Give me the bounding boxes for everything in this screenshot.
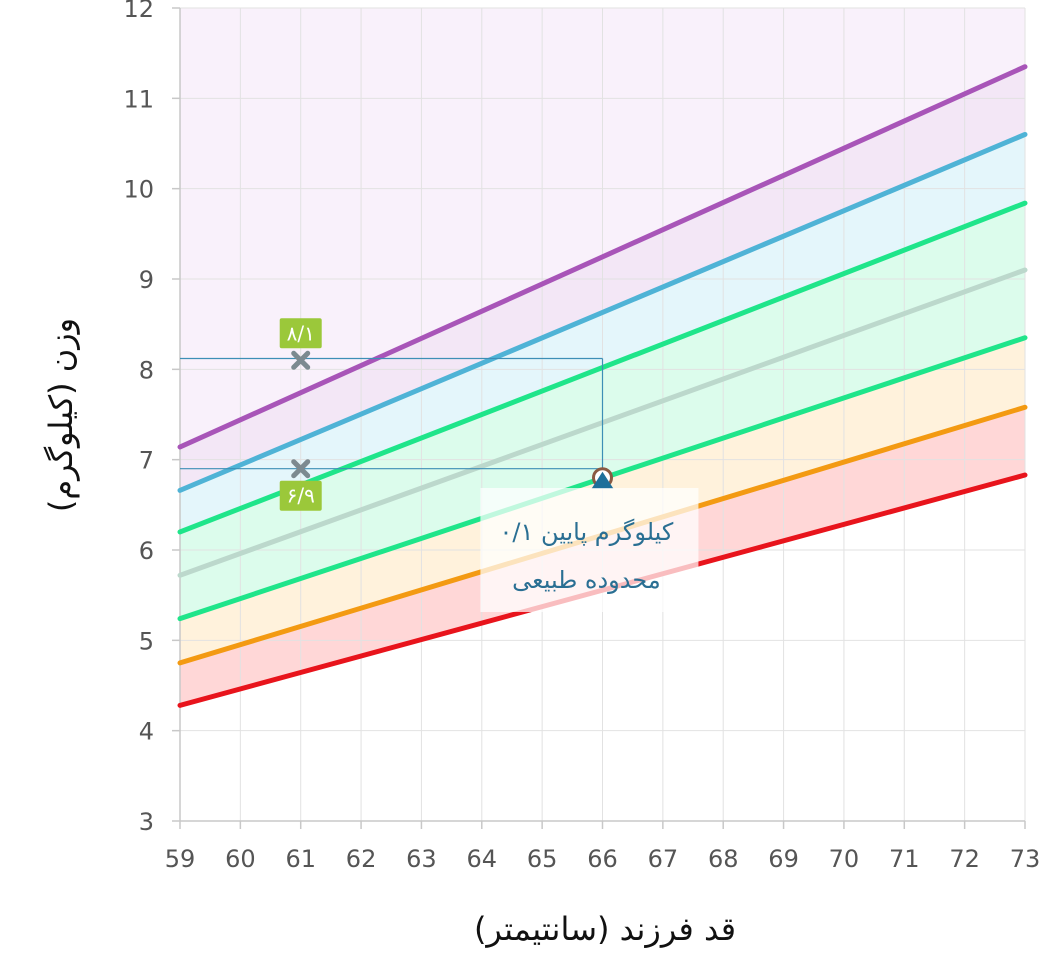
- value-tag-1: [279, 480, 322, 511]
- x-tick-label: 67: [648, 845, 679, 873]
- x-tick-label: 69: [768, 845, 799, 873]
- y-tick-label: 11: [123, 85, 154, 113]
- y-tick-label: 9: [139, 266, 154, 294]
- x-tick-label: 62: [346, 845, 377, 873]
- percentile-line-6: [177, 64, 1028, 450]
- x-tick-label: 65: [527, 845, 558, 873]
- x-tick-label: 66: [587, 845, 618, 873]
- cross-marker-0: [291, 350, 311, 370]
- y-tick-label: 10: [123, 176, 154, 204]
- x-tick-label: 63: [406, 845, 437, 873]
- child-point-triangle: [591, 471, 614, 489]
- x-tick-label: 59: [165, 845, 196, 873]
- value-tag-label-1: ۶/۹: [287, 484, 315, 508]
- chart-annotation: ۰/۱ کیلوگرم پایین محدوده طبیعی: [480, 488, 699, 612]
- value-tag-label-0: ۸/۱: [287, 321, 315, 345]
- reference-lines: [180, 357, 604, 470]
- cross-marker-1: [291, 459, 311, 479]
- x-tick-label: 71: [889, 845, 920, 873]
- chart-markers: ۸/۱ ۶/۹: [279, 318, 614, 511]
- value-tag-0: [279, 318, 322, 349]
- axis-ticks: 59 60 61 62 63 64 65 66 67 68 69 70 71 72 733456789101…: [123, 0, 1040, 873]
- x-tick-label: 60: [225, 845, 256, 873]
- annotation-line-0: ۰/۱ کیلوگرم پایین: [499, 518, 673, 546]
- x-tick-label: 72: [949, 845, 980, 873]
- annotation-box: [480, 488, 699, 612]
- x-axis-title: قد فرزند (سانتیمتر): [474, 910, 736, 948]
- y-tick-label: 3: [139, 808, 154, 836]
- annotation-line-1: محدوده طبیعی: [512, 566, 661, 594]
- x-tick-label: 70: [829, 845, 860, 873]
- percentile-line-5: [177, 131, 1028, 493]
- x-tick-label: 68: [708, 845, 739, 873]
- y-axis-title: وزن (کیلوگرم): [42, 318, 80, 512]
- x-tick-label: 64: [467, 845, 498, 873]
- y-tick-label: 12: [123, 0, 154, 23]
- x-tick-label: 61: [285, 845, 316, 873]
- x-tick-label: 73: [1010, 845, 1041, 873]
- y-tick-label: 4: [139, 718, 154, 746]
- y-tick-label: 7: [139, 447, 154, 475]
- y-tick-label: 8: [139, 356, 154, 384]
- y-tick-label: 5: [139, 627, 154, 655]
- y-tick-label: 6: [139, 537, 154, 565]
